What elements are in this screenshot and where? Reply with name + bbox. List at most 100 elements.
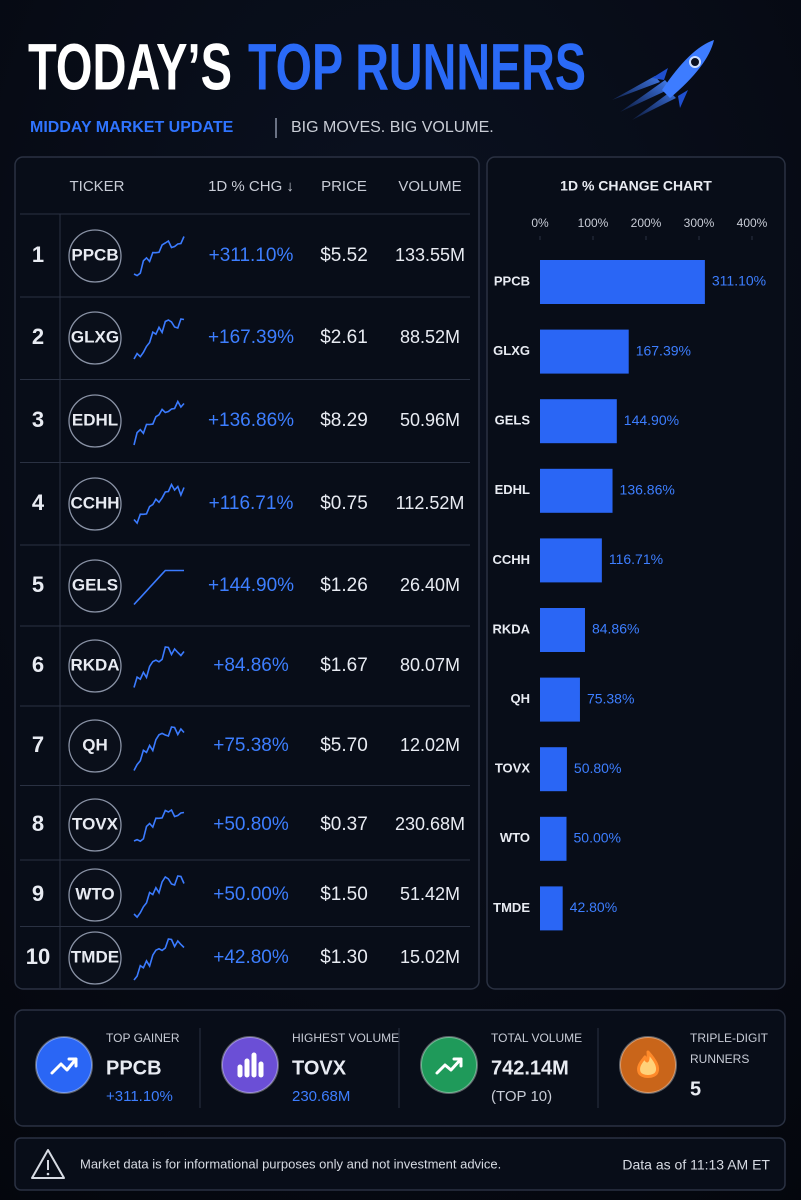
price: $2.61 bbox=[320, 327, 368, 348]
ticker: GLXG bbox=[71, 327, 119, 346]
stat-icon-glyph bbox=[237, 1052, 264, 1078]
ticker: RKDA bbox=[70, 655, 119, 674]
sparkline bbox=[133, 808, 185, 843]
change: +311.10% bbox=[209, 245, 294, 266]
stat-icon-glyph bbox=[50, 1057, 78, 1075]
volume: 133.55M bbox=[395, 245, 465, 265]
stat-value: TOVX bbox=[292, 1057, 347, 1079]
stat-icon-glyph bbox=[435, 1057, 463, 1075]
ticker-badge bbox=[68, 639, 122, 693]
rank: 6 bbox=[32, 652, 44, 677]
change: +75.38% bbox=[213, 735, 289, 756]
bar bbox=[540, 886, 563, 931]
category-label: TOVX bbox=[495, 761, 530, 776]
bar bbox=[540, 608, 585, 652]
disclaimer: Market data is for informational purpose… bbox=[80, 1156, 501, 1171]
volume: 26.40M bbox=[400, 575, 460, 595]
bar bbox=[540, 260, 705, 304]
column-header: TICKER bbox=[69, 178, 124, 195]
ticker: EDHL bbox=[72, 410, 118, 429]
stat-value: 5 bbox=[690, 1078, 701, 1100]
category-label: WTO bbox=[500, 830, 530, 845]
value-label: 144.90% bbox=[624, 412, 679, 428]
value-label: 116.71% bbox=[609, 551, 663, 567]
value-label: 167.39% bbox=[636, 342, 691, 358]
value-label: 136.86% bbox=[620, 482, 675, 498]
ticker-badge bbox=[68, 559, 122, 613]
subtitle-part1: MIDDAY MARKET UPDATE bbox=[30, 119, 234, 136]
bar bbox=[540, 468, 613, 513]
timestamp: Data as of 11:13 AM ET bbox=[622, 1157, 770, 1173]
stat-label: TOP GAINER bbox=[106, 1031, 180, 1045]
category-label: EDHL bbox=[495, 482, 530, 497]
x-tick-label: 400% bbox=[737, 216, 768, 230]
volume: 50.96M bbox=[400, 410, 460, 430]
stat-label: TRIPLE-DIGIT bbox=[690, 1031, 769, 1045]
stat-icon-glyph bbox=[637, 1050, 660, 1078]
change: +167.39% bbox=[208, 327, 294, 348]
category-label: CCHH bbox=[492, 552, 530, 567]
ticker-badge bbox=[68, 798, 122, 852]
ticker: CCHH bbox=[70, 493, 119, 512]
bar bbox=[540, 399, 617, 444]
ticker: TOVX bbox=[72, 814, 119, 833]
stat-label: HIGHEST VOLUME bbox=[292, 1031, 399, 1045]
stat-sub: (TOP 10) bbox=[491, 1088, 552, 1105]
sparkline bbox=[133, 236, 185, 277]
rank: 8 bbox=[32, 811, 44, 836]
column-header: PRICE bbox=[321, 178, 367, 195]
rank: 4 bbox=[32, 490, 45, 515]
change: +136.86% bbox=[208, 410, 294, 431]
category-label: RKDA bbox=[492, 621, 530, 636]
volume: 230.68M bbox=[395, 814, 465, 834]
value-label: 42.80% bbox=[570, 899, 617, 915]
stat-value: PPCB bbox=[106, 1057, 162, 1079]
rank: 5 bbox=[32, 572, 44, 597]
rank: 9 bbox=[32, 881, 44, 906]
value-label: 311.10% bbox=[712, 273, 766, 289]
ticker-badge bbox=[68, 229, 122, 283]
stat-sub: +311.10% bbox=[106, 1088, 173, 1105]
sparkline bbox=[133, 399, 185, 446]
change: +144.90% bbox=[208, 575, 294, 596]
value-label: 50.80% bbox=[574, 760, 621, 776]
stat-sub: 230.68M bbox=[292, 1088, 350, 1105]
change: +50.00% bbox=[213, 884, 289, 905]
bar bbox=[540, 538, 602, 583]
volume: 112.52M bbox=[396, 493, 465, 513]
chart-title: 1D % CHANGE CHART bbox=[560, 178, 712, 194]
table-panel bbox=[14, 156, 480, 990]
sparkline bbox=[133, 875, 185, 919]
change: +116.71% bbox=[209, 493, 294, 514]
ticker-badge bbox=[68, 868, 122, 922]
x-tick-label: 0% bbox=[531, 216, 549, 230]
sparkline bbox=[133, 646, 185, 688]
ticker-badge bbox=[68, 931, 122, 985]
title-part2: TOP RUNNERS bbox=[248, 29, 586, 103]
stat-icon bbox=[221, 1036, 279, 1094]
ticker: PPCB bbox=[71, 245, 118, 264]
rank: 1 bbox=[32, 242, 44, 267]
category-label: GLXG bbox=[493, 343, 530, 358]
volume: 80.07M bbox=[400, 655, 460, 675]
ticker: WTO bbox=[75, 884, 114, 903]
price: $1.30 bbox=[320, 947, 368, 968]
price: $0.37 bbox=[320, 814, 368, 835]
category-label: GELS bbox=[495, 413, 531, 428]
rank: 7 bbox=[32, 732, 44, 757]
x-tick-label: 200% bbox=[631, 216, 662, 230]
price: $8.29 bbox=[320, 410, 368, 431]
ticker: TMDE bbox=[71, 947, 119, 966]
price: $5.52 bbox=[320, 245, 368, 266]
rocket bbox=[612, 40, 714, 120]
change: +50.80% bbox=[213, 814, 289, 835]
column-header: VOLUME bbox=[398, 178, 461, 195]
ticker-badge bbox=[68, 477, 122, 531]
volume: 51.42M bbox=[400, 884, 460, 904]
bar bbox=[540, 677, 580, 722]
sparkline bbox=[133, 938, 185, 981]
sparkline bbox=[133, 726, 185, 771]
stat-icon bbox=[420, 1036, 478, 1094]
volume: 12.02M bbox=[400, 735, 460, 755]
stat-label: TOTAL VOLUME bbox=[491, 1031, 582, 1045]
